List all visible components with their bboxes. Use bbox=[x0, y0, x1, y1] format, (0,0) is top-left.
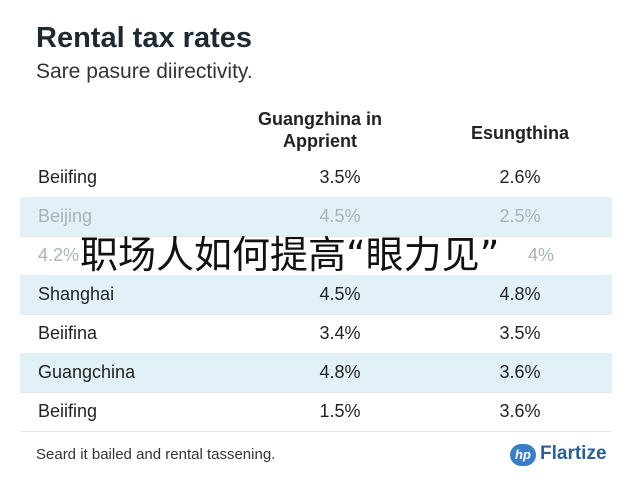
cell: 4.8% bbox=[319, 362, 361, 382]
cell: 3.5% bbox=[319, 167, 361, 187]
logo: Flartize bbox=[540, 443, 607, 464]
table-row: Beiifina 3.4% 3.5% bbox=[20, 314, 612, 354]
overlay-text: 职场人如何提高“眼力见” bbox=[80, 233, 500, 277]
table-row: Shanghai 4.5% 4.8% bbox=[20, 275, 612, 315]
footer-note: Seard it bailed and rental tassening. bbox=[36, 446, 276, 463]
cell: Beiifing bbox=[38, 401, 98, 421]
table-row: Guangchina 4.8% 3.6% bbox=[20, 353, 612, 393]
cell: 4.5% bbox=[319, 284, 361, 304]
cell: 3.5% bbox=[499, 323, 541, 343]
cell: Beiifing bbox=[38, 167, 98, 187]
title: Rental tax rates bbox=[36, 22, 252, 54]
column-header: Guangzhina in Apprient bbox=[258, 109, 382, 151]
cell: Shanghai bbox=[38, 284, 115, 304]
table-row: Beijing 4.5% 2.5% bbox=[20, 197, 612, 237]
cell: 3.6% bbox=[499, 362, 541, 382]
cell: 4.8% bbox=[499, 284, 541, 304]
cell: 4.2% bbox=[38, 245, 80, 265]
table-row: Beiifing 3.5% 2.6% bbox=[20, 158, 612, 198]
cell: 3.4% bbox=[319, 323, 361, 343]
cell: Beijing bbox=[38, 206, 93, 226]
column-header: Esungthina bbox=[471, 123, 569, 143]
table-row: Beiifing 1.5% 3.6% bbox=[20, 392, 612, 432]
cell: 1.5% bbox=[319, 401, 361, 421]
logo-icon: hp bbox=[510, 444, 536, 466]
cell: 4% bbox=[528, 245, 555, 265]
subtitle: Sare pasure diirectivity. bbox=[36, 60, 253, 83]
cell: Beiifina bbox=[38, 323, 98, 343]
cell: Guangchina bbox=[38, 362, 136, 382]
cell: 3.6% bbox=[499, 401, 541, 421]
cell: 2.6% bbox=[499, 167, 541, 187]
cell: 2.5% bbox=[499, 206, 541, 226]
cell: 4.5% bbox=[319, 206, 361, 226]
